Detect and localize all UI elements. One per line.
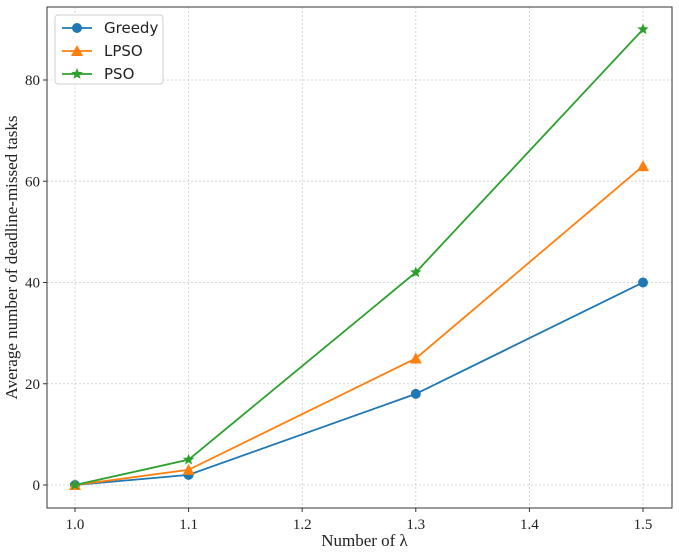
y-tick-label: 60 [25, 174, 40, 190]
plot-frame [46, 6, 673, 509]
legend-label: Greedy [104, 19, 158, 37]
legend-item-greedy: Greedy [62, 19, 158, 37]
y-tick-label: 0 [33, 478, 41, 494]
star-marker [69, 479, 81, 490]
legend-item-pso: PSO [62, 65, 134, 83]
star-marker [182, 453, 195, 465]
x-axis: 1.0 1.1 1.2 1.3 1.4 1.5 [66, 508, 653, 533]
circle-marker [638, 277, 648, 288]
star-marker [71, 68, 83, 79]
x-tick-label: 1.3 [406, 517, 425, 533]
triangle-marker [71, 45, 83, 56]
circle-marker [410, 388, 421, 399]
x-tick-label: 1.5 [634, 517, 653, 533]
legend-label: PSO [104, 65, 134, 83]
x-tick-label: 1.0 [66, 517, 85, 533]
y-axis: 0 20 40 60 80 [25, 73, 47, 494]
star-marker [410, 266, 422, 278]
legend-item-lpso: LPSO [62, 42, 143, 60]
y-tick-label: 80 [25, 73, 40, 89]
triangle-marker [637, 160, 649, 172]
series-lpso [69, 160, 649, 490]
series-pso [69, 23, 649, 490]
triangle-marker [182, 463, 195, 475]
star-marker [637, 23, 649, 35]
triangle-marker [409, 352, 422, 364]
y-axis-label: Average number of deadline-missed tasks [2, 116, 21, 400]
legend-label: LPSO [104, 42, 143, 60]
y-tick-label: 40 [25, 276, 40, 292]
legend: Greedy LPSO PSO [54, 14, 164, 85]
y-tick-label: 20 [25, 377, 40, 393]
circle-marker [72, 23, 82, 33]
x-axis-label: Number of λ [321, 531, 408, 550]
x-tick-label: 1.1 [179, 517, 198, 533]
x-tick-label: 1.4 [520, 517, 539, 533]
x-tick-label: 1.2 [293, 517, 312, 533]
